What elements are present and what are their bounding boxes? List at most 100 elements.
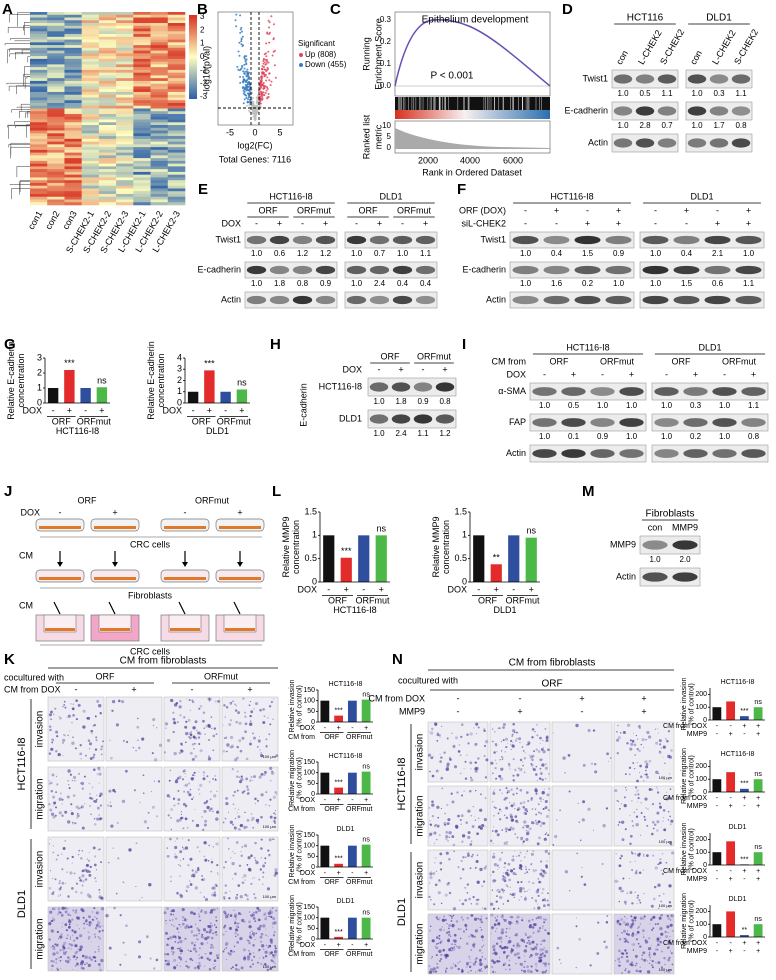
cell	[76, 916, 79, 920]
cell	[497, 888, 499, 891]
row-label: DOX	[506, 369, 526, 379]
cell	[208, 755, 211, 758]
band-quant: 1.5	[681, 279, 693, 288]
heat-cell	[81, 169, 100, 173]
cell	[439, 760, 442, 763]
row-sign: -	[324, 725, 327, 732]
cell	[499, 758, 501, 761]
membrane	[344, 261, 438, 279]
cell	[216, 908, 218, 910]
bar	[739, 716, 749, 720]
cell	[76, 924, 78, 926]
cell	[192, 726, 196, 730]
heat-cell	[47, 102, 65, 107]
heat-cell	[167, 185, 186, 189]
cell	[519, 887, 523, 891]
cell	[534, 899, 538, 902]
cell	[491, 966, 493, 968]
heat-cell	[133, 31, 151, 35]
heat-cell	[64, 136, 82, 140]
cell	[524, 807, 528, 812]
heat-cell	[98, 31, 117, 35]
cell	[240, 913, 242, 916]
heat-cell	[98, 163, 117, 167]
cell	[525, 868, 527, 871]
label: HCT116-I8	[566, 342, 609, 352]
cell	[225, 914, 229, 919]
cell	[647, 808, 649, 810]
cell	[507, 742, 509, 744]
cell	[513, 896, 516, 899]
cell	[172, 711, 175, 714]
band-quant: 1.0	[373, 429, 385, 438]
heat-cell	[81, 155, 100, 159]
cell	[658, 739, 662, 743]
cell	[77, 807, 80, 810]
heat-cell	[98, 166, 117, 170]
gene-point	[248, 109, 251, 112]
heat-cell	[81, 61, 100, 65]
cell	[230, 701, 233, 704]
cell	[617, 724, 619, 727]
cell	[467, 971, 470, 974]
group-label: ORFmut	[346, 734, 373, 741]
cell	[97, 948, 100, 951]
heat-cell	[167, 50, 186, 54]
cell	[640, 812, 643, 814]
heat-cell	[116, 100, 134, 104]
heat-cell	[30, 28, 48, 32]
cell	[193, 944, 196, 947]
cell	[186, 918, 188, 920]
cell	[210, 716, 213, 718]
cell	[95, 911, 99, 915]
cell	[461, 918, 465, 921]
heat-cell	[150, 97, 169, 101]
heat-cell	[64, 42, 82, 46]
gene-point	[247, 92, 250, 95]
heat-cell	[81, 182, 100, 186]
cell	[100, 907, 105, 911]
cell	[223, 737, 226, 739]
cell	[526, 830, 530, 834]
cell	[579, 839, 582, 842]
row-sign: +	[364, 725, 368, 732]
cell	[264, 954, 268, 958]
cell	[533, 750, 535, 753]
cell	[275, 793, 278, 795]
cell	[531, 896, 534, 900]
gene-point	[239, 75, 242, 78]
cell	[50, 710, 53, 714]
heat-cell	[116, 193, 134, 198]
cell	[254, 920, 257, 922]
cell	[438, 919, 440, 921]
cell	[631, 902, 634, 905]
cell	[243, 844, 248, 848]
cell	[516, 738, 518, 740]
gene-point	[243, 93, 246, 96]
cell	[492, 792, 496, 795]
band-label: E-cadherin	[564, 105, 608, 115]
significance: ***	[335, 708, 343, 715]
cell	[240, 775, 243, 778]
heat-cell	[47, 199, 65, 203]
cell	[203, 910, 208, 915]
cell	[253, 952, 255, 954]
cell	[98, 937, 102, 940]
heat-cell	[116, 67, 134, 71]
heat-cell	[47, 83, 65, 87]
cell	[270, 959, 273, 962]
band-quant: 1.8	[274, 279, 286, 288]
group-label: ORFmut	[346, 879, 373, 886]
cell	[184, 783, 189, 787]
cell	[83, 927, 85, 929]
cell	[78, 807, 81, 810]
heat-cell	[81, 136, 100, 140]
cell	[657, 961, 661, 965]
cell	[500, 750, 503, 752]
heat-cell	[116, 86, 134, 90]
band-quant: 1.1	[420, 249, 432, 258]
cell	[522, 826, 525, 829]
heat-cell	[98, 50, 117, 54]
membrane	[509, 261, 635, 279]
y-tick-label: 0	[312, 576, 317, 586]
